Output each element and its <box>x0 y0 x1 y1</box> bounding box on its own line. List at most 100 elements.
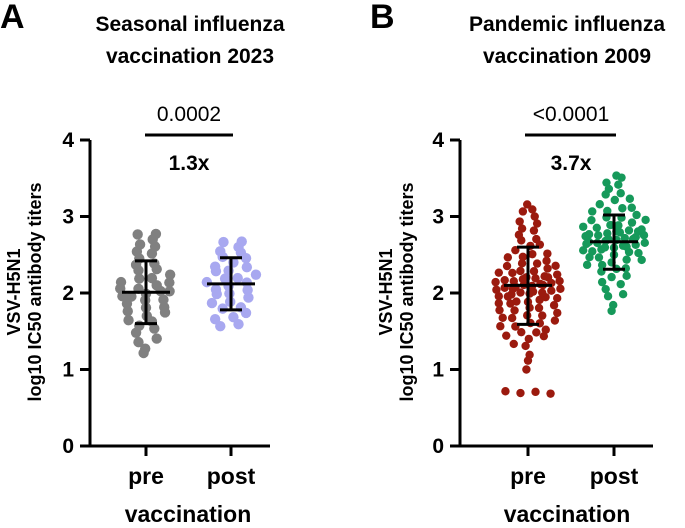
panel-a-pre-point <box>133 336 144 348</box>
panel-b-pre-point <box>543 273 553 282</box>
panel-b-pre-point <box>492 285 501 294</box>
panel-b-pre-point <box>518 252 528 262</box>
panel-a-title-line-1: Seasonal influenza <box>95 13 284 36</box>
panel-b-post-point <box>632 210 641 220</box>
panel-b-post-point <box>640 238 649 248</box>
panel-b-post-point <box>579 222 588 231</box>
panel-a-post-point <box>209 261 221 272</box>
panel-b-pre-point <box>523 200 532 209</box>
panel-b-post-point <box>627 203 636 212</box>
panel-b-post-point <box>609 300 618 310</box>
panel-b-pre-point <box>501 387 510 396</box>
panel-b-pre-point <box>531 387 540 397</box>
panel-a-pre-point <box>164 277 175 288</box>
panel-b-pre-point <box>531 274 540 283</box>
panel-a-ytick-label-0: 0 <box>62 435 74 458</box>
panel-a-pre-point <box>151 333 162 344</box>
panel-b-pre-point <box>525 350 534 359</box>
panel-b-pre-point <box>555 276 564 286</box>
panel-b-post-point <box>584 230 594 239</box>
panel-b-pre-point <box>556 284 565 293</box>
panel-b-pre-point <box>553 308 562 318</box>
panel-a-post-point <box>215 246 226 257</box>
panel-a-title-line-2: vaccination 2023 <box>106 45 274 68</box>
panel-b-p-value: <0.0001 <box>533 103 610 126</box>
panel-a-ytick-label-1: 1 <box>62 359 74 382</box>
panel-b-post-point <box>600 243 610 252</box>
panel-b-pre-point <box>522 365 531 374</box>
panel-b-pre-point <box>542 256 551 266</box>
panel-b-pre-point <box>494 268 503 277</box>
panel-a-fold-change: 1.3x <box>169 152 210 175</box>
panel-b-post-point <box>614 180 623 189</box>
panel-a-post-point <box>250 269 262 280</box>
panel-b-pre-point <box>530 212 539 221</box>
panel-b-ytick-label-0: 0 <box>432 435 444 458</box>
panel-a-post-point <box>243 292 254 303</box>
panel-b-post-point <box>616 279 625 289</box>
panel-a-xtick-post: post <box>207 463 256 489</box>
panel-b-pre-point <box>541 325 550 334</box>
panel-b-post-point <box>592 223 601 233</box>
panel-a-post-point <box>206 297 218 309</box>
panel-b-post-point <box>637 225 646 234</box>
panel-a-letter: A <box>0 0 25 36</box>
panel-b-pre-point <box>532 259 542 268</box>
panel-b-post-point <box>594 253 604 262</box>
panel-b-pre-point <box>510 306 519 315</box>
panel-b-post-point <box>618 290 628 299</box>
panel-a-post-point <box>210 284 222 295</box>
panel-b-post-point <box>597 260 607 270</box>
panel-b-post-point <box>614 221 623 230</box>
panel-b-post-point <box>607 272 616 282</box>
panel-b-pre-point <box>553 293 562 303</box>
panel-a-post-point <box>218 236 229 248</box>
panel-b-pre-point <box>543 249 552 258</box>
panel-b-post-point <box>603 229 612 238</box>
panel-b-post-point <box>615 228 625 237</box>
panel-a-ylabel-line-1: VSV-H5N1 <box>4 248 24 335</box>
panel-b-pre-point <box>507 313 517 323</box>
panel-a-post-point <box>242 284 253 296</box>
panel-b-ylabel-line-1: VSV-H5N1 <box>376 248 396 335</box>
panel-b-post-point <box>622 255 631 264</box>
panel-b-post-point <box>618 204 627 213</box>
panel-b-post-point <box>597 277 607 287</box>
panel-b-pre-point <box>532 219 542 228</box>
panel-b-pre-point <box>524 334 533 344</box>
panel-b-post-point <box>587 215 596 225</box>
panel-a-xtick-pre: pre <box>128 463 164 489</box>
panel-b-pre-point <box>494 292 503 301</box>
panel-b-pre-point <box>547 286 556 295</box>
panel-b-pre-point <box>500 275 509 285</box>
panel-b-fold-change: 3.7x <box>551 152 592 175</box>
panel-b-post-point <box>602 178 611 187</box>
panel-b-plot-area: 0 1 2 3 4 <box>432 129 653 458</box>
panel-a-ytick-label-3: 3 <box>62 206 74 229</box>
panel-b-post-point <box>603 292 613 301</box>
panel-b-post-point <box>595 200 604 209</box>
panel-b-pre-point <box>516 288 525 297</box>
panel-b-ytick-label-3: 3 <box>432 206 444 229</box>
panel-a-p-value: 0.0002 <box>157 103 221 126</box>
panel-b-title-line-2: vaccination 2009 <box>483 45 651 68</box>
panel-a-pre-point <box>132 229 143 240</box>
panel-b-post-point <box>622 271 631 281</box>
panel-b-pre-point <box>503 253 513 262</box>
panel-b-post-point <box>624 226 634 235</box>
panel-a-pre-error-bar <box>122 259 170 326</box>
panel-b-pre-point <box>529 226 539 235</box>
panel-b-pre-point <box>532 234 541 244</box>
panel-b-post-point <box>610 195 619 205</box>
panel-a-post-point <box>201 276 213 288</box>
panel-b-pre-point <box>491 277 500 287</box>
panel-b-pre-point <box>512 297 521 306</box>
panel-b-post-point <box>594 231 603 240</box>
panel-b-xtick-post: post <box>590 463 639 489</box>
panel-b-pre-point <box>496 322 505 331</box>
panel-b-pre-point <box>517 259 527 268</box>
panel-b-pre-point <box>516 388 525 398</box>
panel-a-pre-point <box>134 273 145 284</box>
panel-b-pre-point <box>546 389 555 398</box>
panel-b-pre-point <box>538 311 547 320</box>
